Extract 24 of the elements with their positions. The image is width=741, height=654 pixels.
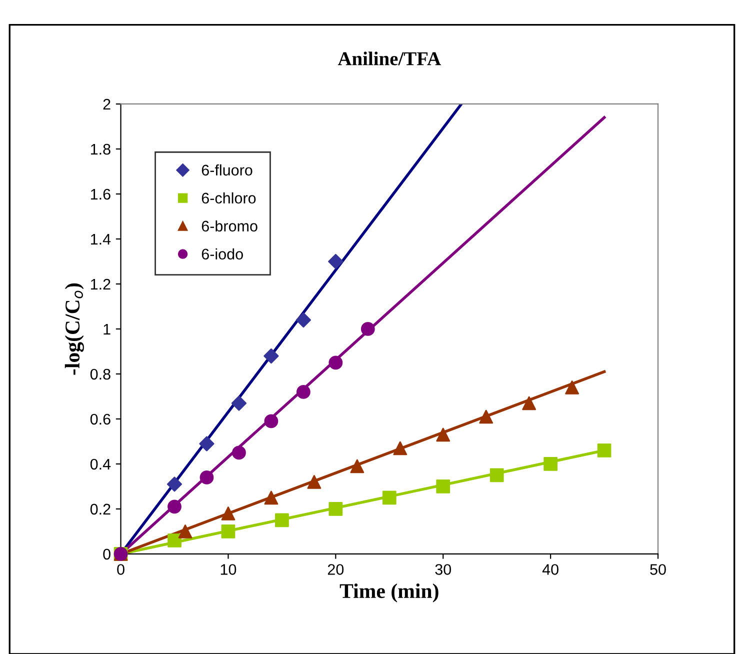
x-tick-label: 50 (650, 564, 666, 575)
y-tick-label: 1 (104, 324, 110, 334)
y-tick-label: 0.8 (90, 368, 110, 380)
y-tick-label: 1.2 (90, 278, 110, 290)
legend-label: 6-bromo (202, 220, 258, 232)
legend-label: 6-fluoro (202, 164, 252, 176)
legend-label: 6-iodo (202, 248, 243, 260)
x-tick-label: 40 (542, 564, 558, 575)
x-tick-label: 20 (328, 564, 344, 575)
chart-title: Aniline/TFA (338, 52, 441, 66)
x-tick-label: 0 (117, 564, 124, 575)
legend-label: 6-chloro (202, 192, 256, 204)
y-tick-label: 0 (103, 548, 110, 560)
y-tick-label: 0.4 (90, 458, 111, 470)
y-tick-label: 1.8 (90, 144, 110, 155)
x-tick-label: 30 (435, 564, 452, 575)
y-tick-label: 1.6 (90, 188, 110, 200)
y-axis-title: -log(C/C$_{o}$) (64, 283, 84, 375)
x-axis-title: Time (min) (340, 583, 438, 602)
y-tick-label: 0.6 (90, 414, 110, 425)
y-tick-label: 2 (103, 98, 110, 110)
y-tick-label: 1.4 (90, 234, 111, 245)
y-tick-label: 0.2 (90, 504, 110, 515)
x-tick-label: 10 (220, 564, 236, 575)
